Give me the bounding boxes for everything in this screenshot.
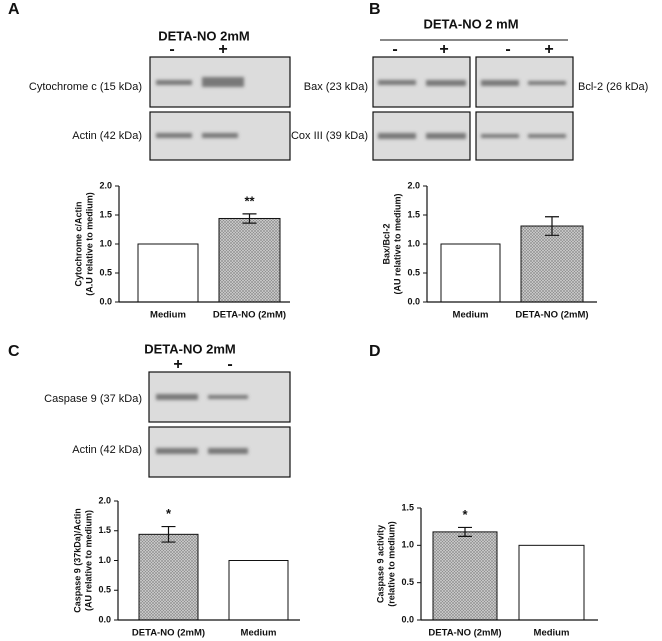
blot-label: Bcl-2 (26 kDa) bbox=[578, 81, 648, 93]
bar bbox=[138, 533, 199, 621]
bands bbox=[378, 80, 566, 139]
y-axis-label: (relative to medium) bbox=[386, 521, 396, 607]
lane: - bbox=[505, 41, 510, 58]
lane: + bbox=[218, 41, 227, 58]
blot-label: Actin (42 kDa) bbox=[72, 444, 142, 456]
x-tick-label: Medium bbox=[453, 310, 489, 321]
y-axis-label: Cytochrome c/Actin bbox=[73, 201, 83, 286]
bar bbox=[137, 243, 199, 303]
panel-label: B bbox=[369, 1, 381, 18]
x-tick-label: DETA-NO (2mM) bbox=[515, 310, 588, 321]
y-tick-label: 2.0 bbox=[407, 180, 420, 190]
y-tick-label: 1.5 bbox=[407, 209, 420, 219]
lane: + bbox=[439, 41, 448, 58]
bar bbox=[520, 225, 584, 303]
y-axis-label: (A.U relative to medium) bbox=[84, 192, 94, 296]
bands bbox=[156, 77, 244, 138]
panel-label: D bbox=[369, 343, 381, 360]
y-axis-label: Bax/Bcl-2 bbox=[381, 223, 391, 264]
annotation: * bbox=[462, 507, 468, 522]
lane: - bbox=[392, 41, 397, 58]
annotation: * bbox=[166, 506, 172, 521]
y-tick-label: 1.0 bbox=[407, 238, 420, 248]
bar bbox=[228, 560, 289, 621]
y-tick-label: 2.0 bbox=[98, 495, 111, 505]
blot-label: Cox III (39 kDa) bbox=[291, 130, 368, 142]
y-tick-label: 0.5 bbox=[98, 585, 111, 595]
bar bbox=[518, 544, 585, 621]
panel-label: A bbox=[8, 1, 20, 18]
blot-label: Cytochrome c (15 kDa) bbox=[29, 81, 142, 93]
treatment: DETA-NO 2mM bbox=[158, 28, 249, 43]
treatment: DETA-NO 2mM bbox=[144, 341, 235, 356]
y-tick-label: 1.5 bbox=[98, 525, 111, 535]
y-tick-label: 0.0 bbox=[407, 296, 420, 306]
lane: - bbox=[169, 41, 174, 58]
y-tick-label: 1.0 bbox=[98, 555, 111, 565]
error-bar bbox=[458, 526, 472, 537]
treatment: DETA-NO 2 mM bbox=[423, 16, 518, 31]
panel-label: C bbox=[8, 343, 20, 360]
lane: + bbox=[544, 41, 553, 58]
blot-label: Caspase 9 (37 kDa) bbox=[44, 393, 142, 405]
bar bbox=[218, 217, 281, 303]
lane: - bbox=[227, 356, 232, 373]
bar bbox=[440, 243, 501, 303]
y-tick-label: 2.0 bbox=[99, 180, 112, 190]
x-tick-label: Medium bbox=[150, 310, 186, 321]
annotation: ** bbox=[244, 193, 255, 208]
x-tick-label: DETA-NO (2mM) bbox=[428, 628, 501, 639]
y-axis-label: Caspase 9 (37kDa)/Actin bbox=[72, 508, 82, 613]
y-axis-label: (AU relative to medium) bbox=[392, 193, 402, 294]
x-tick-label: Medium bbox=[241, 628, 277, 639]
x-tick-label: Medium bbox=[534, 628, 570, 639]
bands bbox=[156, 394, 248, 454]
y-axis-label: (AU relative to medium) bbox=[83, 510, 93, 611]
y-tick-label: 0.0 bbox=[98, 614, 111, 624]
y-tick-label: 0.5 bbox=[407, 267, 420, 277]
y-tick-label: 1.0 bbox=[99, 238, 112, 248]
y-tick-label: 1.5 bbox=[401, 502, 414, 512]
y-tick-label: 0.5 bbox=[99, 267, 112, 277]
error-bar bbox=[242, 213, 257, 224]
y-axis-label: Caspase 9 activity bbox=[375, 525, 385, 603]
y-tick-label: 0.0 bbox=[401, 614, 414, 624]
error-bar bbox=[545, 216, 559, 236]
x-tick-label: DETA-NO (2mM) bbox=[213, 310, 286, 321]
blot-label: Bax (23 kDa) bbox=[304, 81, 368, 93]
y-tick-label: 0.5 bbox=[401, 577, 414, 587]
bar bbox=[432, 531, 498, 621]
y-tick-label: 1.5 bbox=[99, 209, 112, 219]
error-bar bbox=[161, 525, 176, 543]
y-tick-label: 0.0 bbox=[99, 296, 112, 306]
x-tick-label: DETA-NO (2mM) bbox=[132, 628, 205, 639]
y-tick-label: 1.0 bbox=[401, 540, 414, 550]
lane: + bbox=[173, 356, 182, 373]
blot-label: Actin (42 kDa) bbox=[72, 130, 142, 142]
